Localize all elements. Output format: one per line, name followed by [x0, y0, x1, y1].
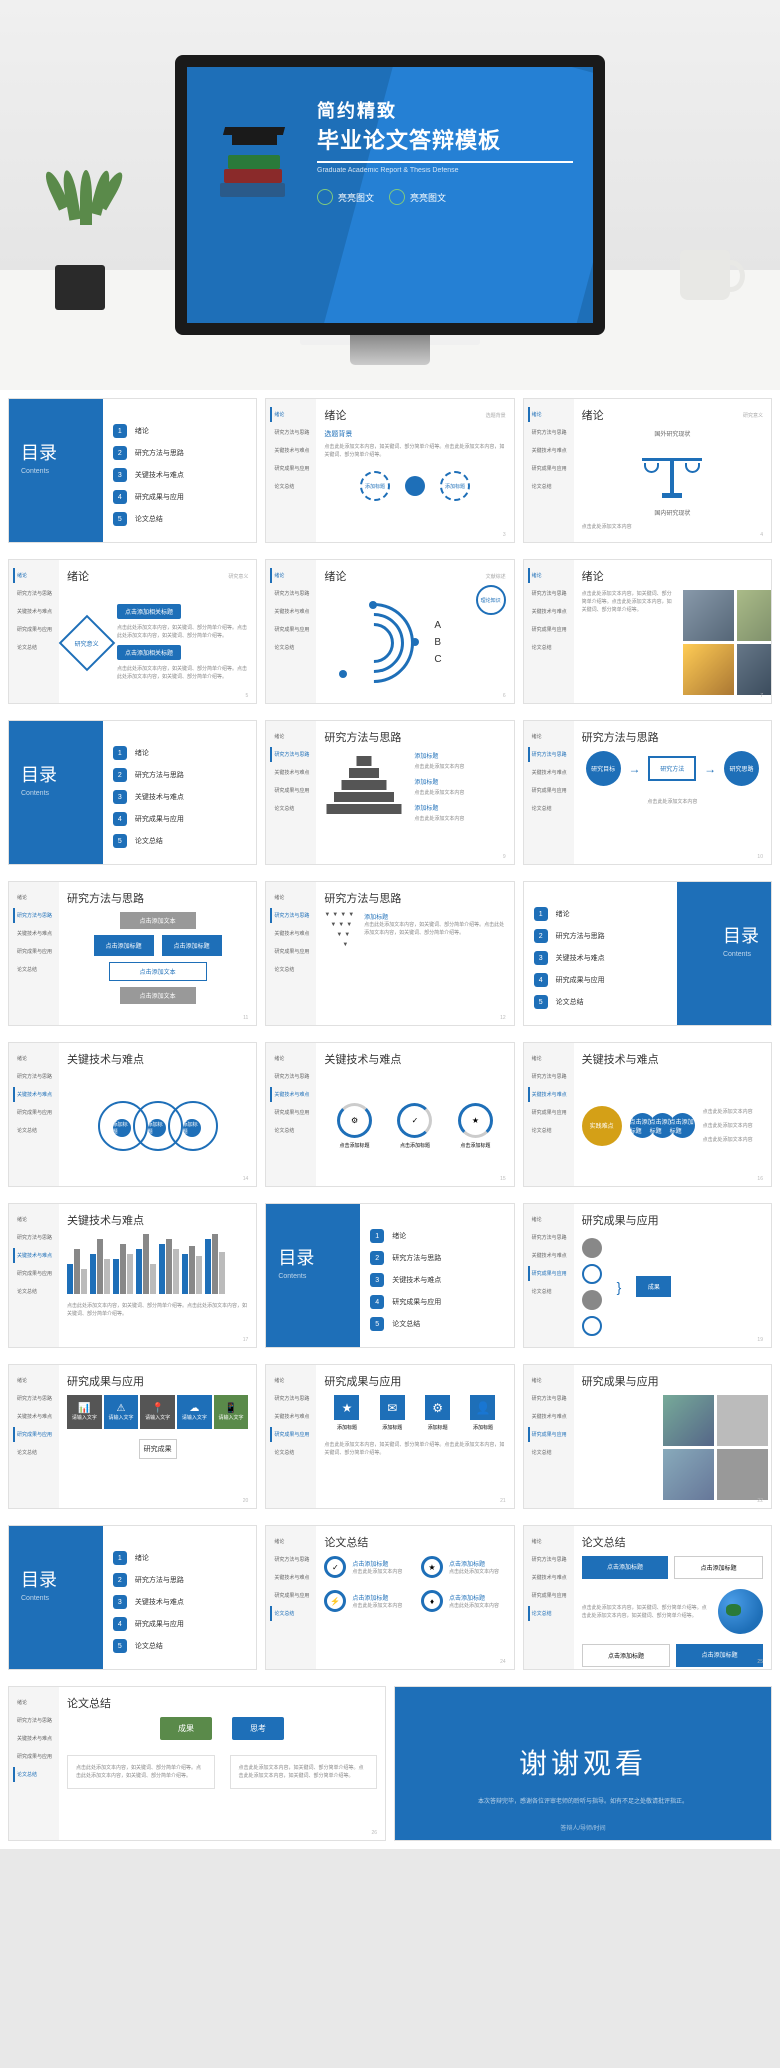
slide-result-gallery: 绪论研究方法与思路关键技术与难点研究成果与应用论文总结 研究成果与应用 22	[523, 1364, 772, 1509]
thanks-text: 本次答辩完毕，感谢各位评审老师的聆听与指导。如有不足之处敬请批评指正。	[478, 1797, 688, 1808]
result-pill: 成果	[160, 1717, 212, 1740]
image-grid-2x2	[683, 590, 763, 695]
slide-intro-diamond: 绪论研究方法与思路关键技术与难点研究成果与应用论文总结 绪论研究意义 研究意义 …	[8, 559, 257, 704]
slide-result-tree: 绪论研究方法与思路关键技术与难点研究成果与应用论文总结 研究成果与应用 } 成果…	[523, 1203, 772, 1348]
arc-diagram	[324, 603, 424, 683]
grouped-bar-chart	[67, 1234, 248, 1294]
slide-result-4icons: 绪论研究方法与思路关键技术与难点研究成果与应用论文总结 研究成果与应用 ★添加标…	[265, 1364, 514, 1509]
slide-tech-venn: 绪论研究方法与思路关键技术与难点研究成果与应用论文总结 关键技术与难点 添加标题…	[8, 1042, 257, 1187]
hero-title-1: 简约精致	[317, 97, 573, 123]
bubble-main: 实践难点	[582, 1106, 622, 1146]
venn-diagram: 添加标题 添加标题 添加标题	[98, 1091, 218, 1161]
slide-intro-bg: 绪论研究方法与思路关键技术与难点研究成果与应用论文总结 绪论选题背景 选题背景 …	[265, 398, 514, 543]
toc-title-en: Contents	[21, 468, 57, 475]
donut-chart: ✓	[397, 1103, 432, 1138]
slide-method-flow: 绪论研究方法与思路关键技术与难点研究成果与应用论文总结 研究方法与思路 研究目标…	[523, 720, 772, 865]
slide-toc-5: 目录Contents 1绪论 2研究方法与思路 3关键技术与难点 4研究成果与应…	[8, 1525, 257, 1670]
balance-scale-icon	[642, 448, 702, 498]
icon-tiles: 📊请输入文字 ⚠请输入文字 📍请输入文字 ☁请输入文字 📱请输入文字	[67, 1395, 248, 1429]
slide-summary-globe: 绪论研究方法与思路关键技术与难点研究成果与应用论文总结 论文总结 点击添加标题 …	[523, 1525, 772, 1670]
slide-toc-4: 目录Contents 1绪论 2研究方法与思路 3关键技术与难点 4研究成果与应…	[265, 1203, 514, 1348]
slide-method-stack: 绪论研究方法与思路关键技术与难点研究成果与应用论文总结 研究方法与思路 点击添加…	[8, 881, 257, 1026]
hero-subtitle-en: Graduate Academic Report & Thesis Defens…	[317, 167, 573, 174]
thinking-pill: 思考	[232, 1717, 284, 1740]
author-badge-1: 亮亮图文	[317, 189, 374, 205]
flow-box: 研究方法	[648, 756, 696, 781]
slide-toc-3: 目录Contents 1绪论 2研究方法与思路 3关键技术与难点 4研究成果与应…	[523, 881, 772, 1026]
slide-intro-arcs: 绪论研究方法与思路关键技术与难点研究成果与应用论文总结 绪论文献综述 A B C…	[265, 559, 514, 704]
slide-method-pyramid: 绪论研究方法与思路关键技术与难点研究成果与应用论文总结 研究方法与思路 添加标题…	[265, 720, 514, 865]
slide-tech-bars: 绪论研究方法与思路关键技术与难点研究成果与应用论文总结 关键技术与难点 点击此处…	[8, 1203, 257, 1348]
slide-tech-bubbles: 绪论研究方法与思路关键技术与难点研究成果与应用论文总结 关键技术与难点 实践难点…	[523, 1042, 772, 1187]
pyramid-chart	[324, 756, 404, 816]
title-slide: 简约精致 毕业论文答辩模板 Graduate Academic Report &…	[187, 67, 593, 323]
slide-tech-donuts: 绪论研究方法与思路关键技术与难点研究成果与应用论文总结 关键技术与难点 ⚙点击添…	[265, 1042, 514, 1187]
dashed-circle-node: 添加标题	[440, 471, 470, 501]
slide-result-icons: 绪论研究方法与思路关键技术与难点研究成果与应用论文总结 研究成果与应用 📊请输入…	[8, 1364, 257, 1509]
donut-chart: ★	[458, 1103, 493, 1138]
slide-thanks: 谢谢观看 本次答辩完毕，感谢各位评审老师的聆听与指导。如有不足之处敬请批评指正。…	[394, 1686, 772, 1841]
flow-node: 研究目标	[586, 751, 621, 786]
diamond-node: 研究意义	[59, 614, 116, 671]
slide-summary-buttons: 绪论研究方法与思路关键技术与难点研究成果与应用论文总结 论文总结 成果 思考 点…	[8, 1686, 386, 1841]
globe-icon	[718, 1589, 763, 1634]
toc-list: 1绪论 2研究方法与思路 3关键技术与难点 4研究成果与应用 5论文总结	[113, 424, 246, 534]
plant-decoration	[40, 170, 120, 310]
donut-chart: ⚙	[337, 1103, 372, 1138]
author-badge-2: 亮亮图文	[389, 189, 446, 205]
image-grid-3x2	[663, 1395, 763, 1500]
slide-intro-scale: 绪论研究方法与思路关键技术与难点研究成果与应用论文总结 绪论研究意义 国外研究现…	[523, 398, 772, 543]
mug-prop	[680, 250, 730, 300]
hero-mockup: 简约精致 毕业论文答辩模板 Graduate Academic Report &…	[0, 0, 780, 390]
toc-title-cn: 目录	[21, 439, 57, 465]
books-icon	[212, 127, 292, 197]
arrow-cascade: ▼▼▼▼ ▼▼▼ ▼▼ ▼	[324, 912, 354, 1017]
slide-method-arrows: 绪论研究方法与思路关键技术与难点研究成果与应用论文总结 研究方法与思路 ▼▼▼▼…	[265, 881, 514, 1026]
icon-row: ★添加标题 ✉添加标题 ⚙添加标题 👤添加标题	[324, 1395, 505, 1431]
slide-toc-2: 目录Contents 1绪论 2研究方法与思路 3关键技术与难点 4研究成果与应…	[8, 720, 257, 865]
summary-badge: 理论知识	[476, 585, 506, 615]
slide-summary-circles: 绪论研究方法与思路关键技术与难点研究成果与应用论文总结 论文总结 ✓点击添加标题…	[265, 1525, 514, 1670]
monitor-frame: 简约精致 毕业论文答辩模板 Graduate Academic Report &…	[175, 55, 605, 335]
dashed-circle-node: 添加标题	[360, 471, 390, 501]
thanks-title: 谢谢观看	[519, 1742, 647, 1782]
center-dot	[405, 476, 425, 496]
slide-toc-1: 目录 Contents 1绪论 2研究方法与思路 3关键技术与难点 4研究成果与应…	[8, 398, 257, 543]
flow-node: 研究思路	[724, 751, 759, 786]
slide-intro-images: 绪论研究方法与思路关键技术与难点研究成果与应用论文总结 绪论 点击此处添加文本内…	[523, 559, 772, 704]
hero-title-2: 毕业论文答辩模板	[317, 123, 573, 163]
